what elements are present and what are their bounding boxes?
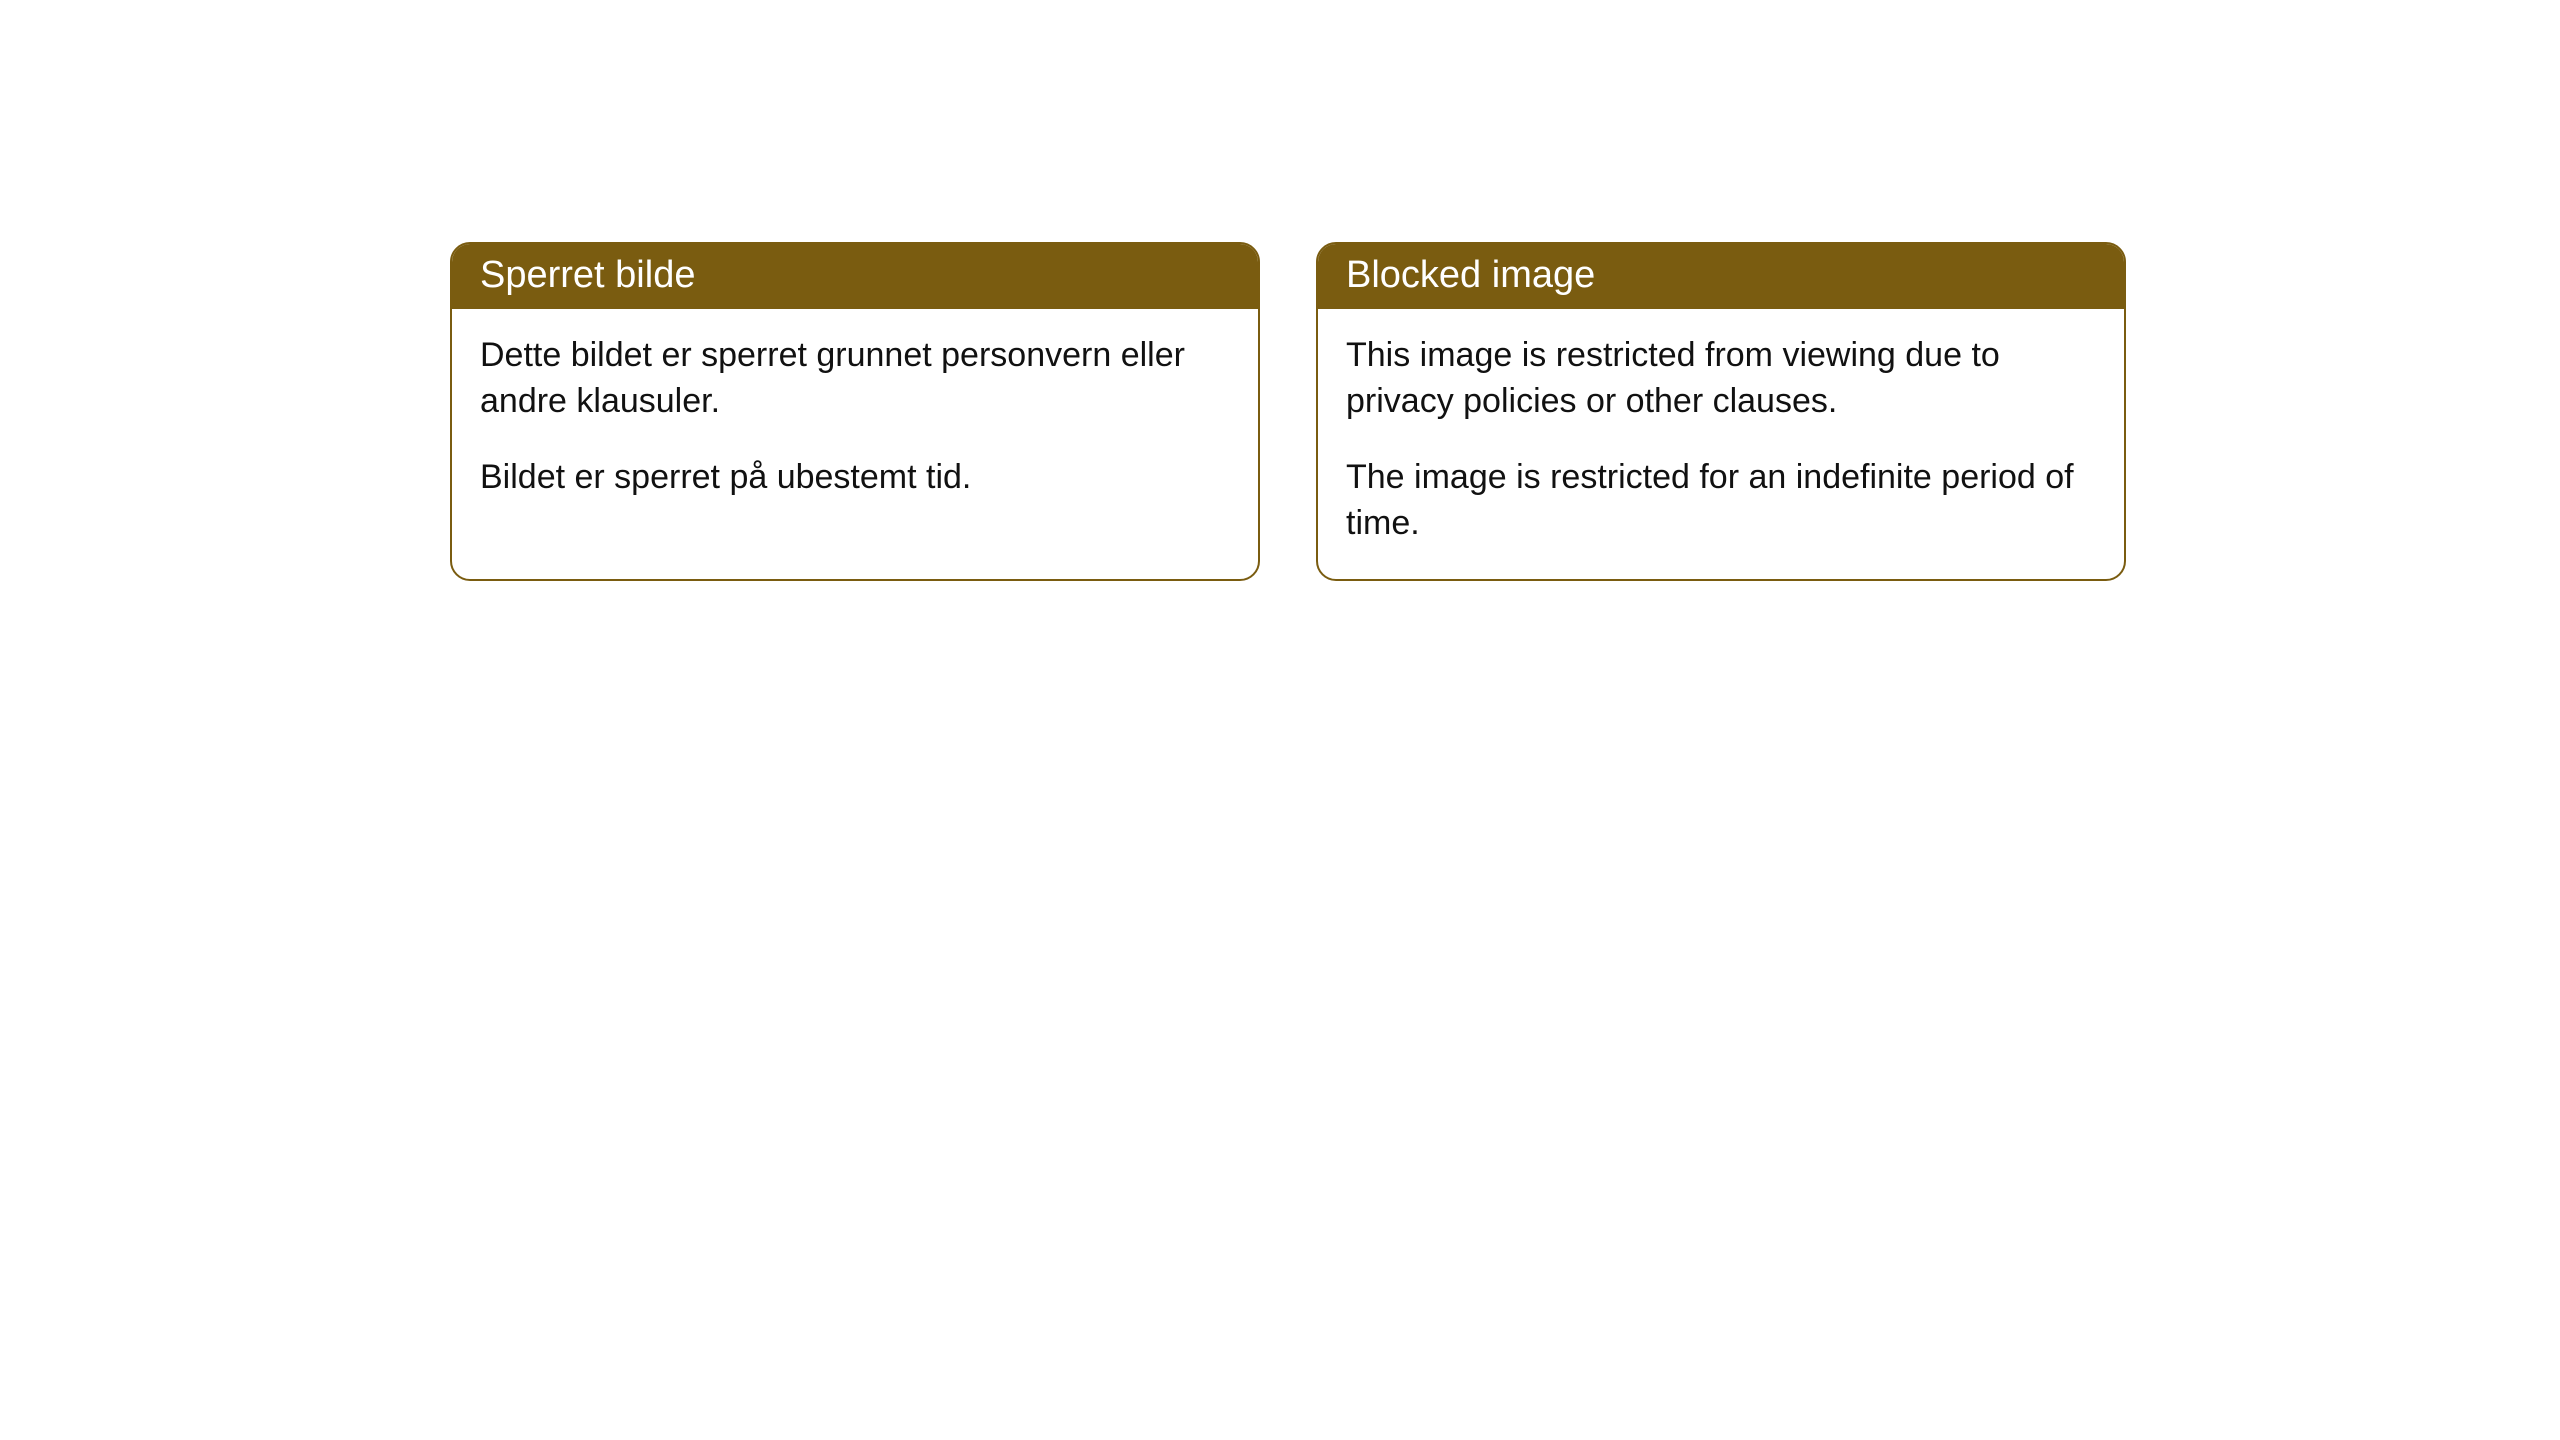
card-paragraph: Bildet er sperret på ubestemt tid. [480, 455, 1230, 501]
card-body: Dette bildet er sperret grunnet personve… [452, 309, 1258, 533]
card-paragraph: The image is restricted for an indefinit… [1346, 455, 2096, 547]
card-english: Blocked image This image is restricted f… [1316, 242, 2126, 581]
card-norwegian: Sperret bilde Dette bildet er sperret gr… [450, 242, 1260, 581]
card-title: Blocked image [1318, 244, 2124, 309]
card-paragraph: Dette bildet er sperret grunnet personve… [480, 333, 1230, 425]
cards-container: Sperret bilde Dette bildet er sperret gr… [450, 242, 2126, 581]
card-title: Sperret bilde [452, 244, 1258, 309]
card-body: This image is restricted from viewing du… [1318, 309, 2124, 579]
card-paragraph: This image is restricted from viewing du… [1346, 333, 2096, 425]
